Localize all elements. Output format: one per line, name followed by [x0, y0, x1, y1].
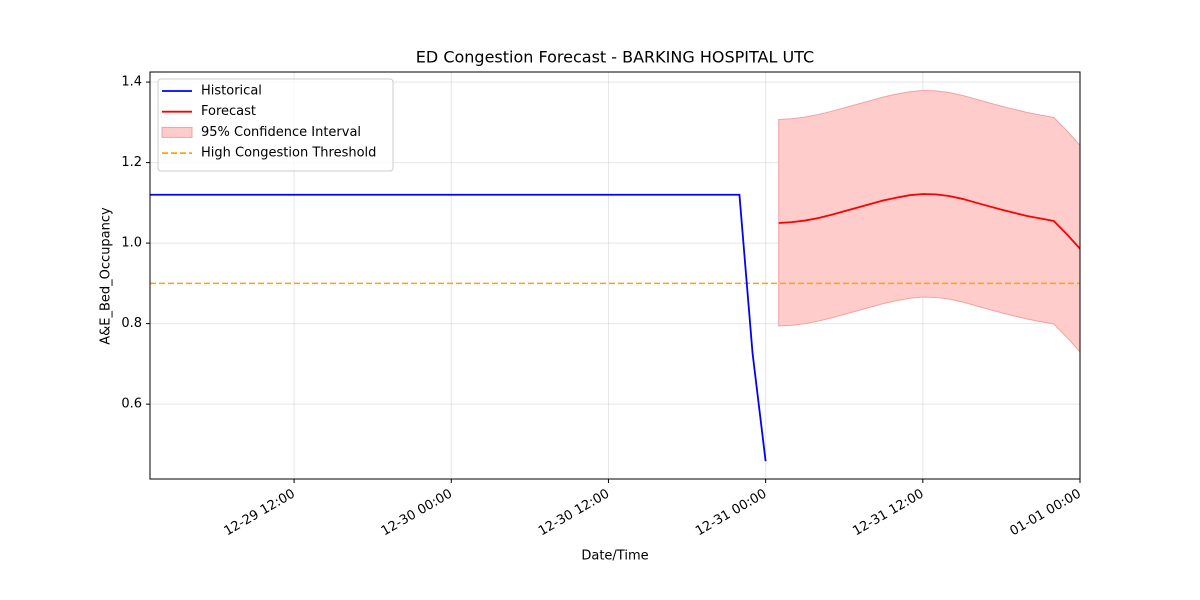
legend-box — [157, 78, 394, 172]
axes-frame — [149, 71, 1081, 480]
line — [150, 193, 767, 462]
legend-label: 95% Confidence Interval — [201, 125, 361, 140]
y-axis-label: A&E_Bed_Occupancy — [99, 207, 114, 345]
y-tick-label: 0.8 — [121, 316, 142, 331]
chart-title: ED Congestion Forecast - BARKING HOSPITA… — [416, 48, 814, 67]
x-axis-label: Date/Time — [581, 549, 648, 564]
y-tick-label: 1.0 — [121, 236, 142, 251]
legend-label: High Congestion Threshold — [201, 146, 376, 161]
y-tick-label: 1.2 — [121, 155, 142, 170]
y-tick-label: 1.4 — [121, 75, 142, 90]
legend-label: Historical — [201, 84, 262, 99]
y-tick-label: 0.6 — [121, 397, 142, 412]
legend-swatch — [161, 126, 193, 138]
line — [778, 193, 1081, 250]
legend-label: Forecast — [201, 104, 256, 119]
legend: Historical Forecast 95% Confidence Interva… — [157, 78, 394, 172]
